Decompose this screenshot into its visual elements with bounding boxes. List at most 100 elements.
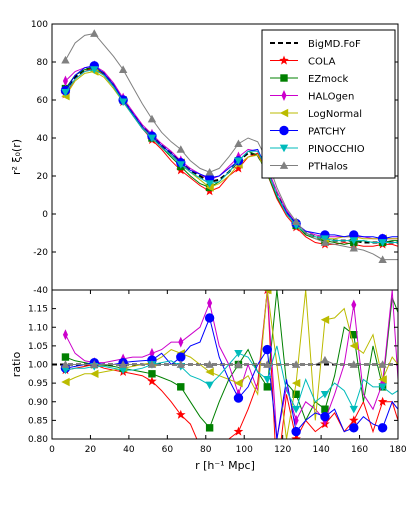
data-point-patchy (377, 423, 388, 433)
data-point-pthalos (263, 360, 272, 368)
legend-marker-pinocchio (279, 144, 289, 153)
legend-box (261, 29, 396, 179)
x-tick-label: 60 (162, 445, 174, 455)
x-tick-label: 100 (236, 445, 253, 455)
y-tick-label: 80 (37, 58, 49, 68)
data-point-patchy (320, 411, 330, 422)
data-point-lognormal (263, 290, 272, 295)
y-tick-label: 0 (42, 210, 48, 220)
data-point-cola (348, 415, 359, 425)
series-line-pthalos (65, 32, 398, 261)
y-axis-label: ratio (10, 352, 23, 378)
data-point-pinocchio (118, 98, 128, 107)
x-tick-label: 0 (49, 445, 55, 455)
data-point-lognormal (320, 315, 330, 324)
series-line-patchy (65, 316, 398, 439)
data-point-pthalos (291, 217, 301, 225)
data-point-patchy (176, 352, 186, 362)
data-point-cola (147, 376, 157, 386)
data-point-pthalos (349, 360, 358, 368)
data-point-pinocchio (378, 383, 387, 392)
data-point-pthalos (320, 238, 330, 246)
data-point-pinocchio (263, 376, 272, 384)
y-tick-label: 20 (37, 172, 49, 182)
y-tick-label: 1.10 (28, 323, 48, 333)
data-point-pthalos (176, 360, 185, 368)
y-tick-label: 40 (37, 134, 49, 144)
legend-label-ezmock: EZmock (308, 74, 349, 85)
legend-marker-pthalos (279, 161, 289, 169)
data-point-ezmock (61, 353, 70, 361)
y-tick-label: 0.90 (28, 398, 48, 408)
data-point-pthalos (147, 360, 157, 368)
x-tick-label: 140 (313, 445, 330, 455)
data-point-pinocchio (234, 349, 243, 358)
data-point-ezmock (321, 405, 329, 413)
data-point-cola (175, 409, 186, 419)
data-point-pthalos (205, 168, 214, 176)
x-tick-label: 120 (274, 445, 291, 455)
bottom-panel: 0.80 0.85 0.90 0.95 1.00 1.05 1.10 1.15 0 20 40 60 8… (10, 289, 407, 472)
data-point-pthalos (378, 360, 387, 368)
data-point-pinocchio (176, 161, 185, 169)
x-tick-label: 40 (123, 445, 135, 455)
data-point-pinocchio (234, 157, 243, 165)
data-point-pinocchio (205, 180, 214, 188)
data-point-pinocchio (61, 366, 70, 375)
data-point-patchy (349, 423, 359, 433)
data-point-halogen (62, 75, 68, 87)
y-tick-label: 0.95 (28, 379, 48, 389)
data-point-pthalos (176, 145, 185, 153)
y-tick-label: 1.15 (28, 305, 48, 315)
data-point-cola (233, 163, 244, 173)
data-point-pthalos (291, 360, 301, 368)
data-point-ezmock (350, 331, 358, 339)
legend-label-patchy: PATCHY (308, 127, 346, 138)
data-point-lognormal (61, 377, 70, 387)
legend-label-lognormal: LogNormal (308, 109, 362, 120)
legend-marker-patchy (279, 125, 289, 136)
data-point-pinocchio (61, 89, 70, 97)
data-point-halogen (62, 329, 68, 341)
x-axis-label: r [h⁻¹ Mpc] (195, 459, 255, 472)
y-axis-label: r² ξ₀(r) (10, 139, 23, 175)
data-point-patchy (233, 393, 244, 403)
data-point-pthalos (349, 244, 358, 252)
data-point-pthalos (320, 355, 330, 364)
legend-label-halogen: HALOgen (308, 92, 354, 103)
data-point-pthalos (118, 360, 128, 368)
legend-marker-cola (279, 55, 289, 65)
series-line-cola (65, 290, 398, 439)
data-point-pthalos (118, 65, 128, 73)
data-point-pthalos (205, 360, 214, 368)
data-point-cola (233, 426, 244, 436)
x-tick-label: 80 (200, 445, 212, 455)
legend-label-pinocchio: PINOCCHIO (308, 144, 365, 155)
data-point-pinocchio (205, 381, 214, 390)
data-point-lognormal (234, 378, 243, 388)
data-point-ezmock (148, 370, 156, 378)
data-point-pinocchio (349, 237, 358, 245)
data-point-cola (377, 396, 388, 406)
data-point-ezmock (205, 424, 214, 432)
data-point-pinocchio (349, 405, 358, 414)
series-line-ezmock (65, 290, 398, 429)
y-tick-label: 0.85 (28, 416, 48, 426)
data-point-lognormal (378, 375, 387, 384)
y-tick-label: 1.00 (28, 361, 48, 371)
y-tick-label: 100 (31, 20, 48, 30)
legend-label-cola: COLA (308, 57, 336, 68)
data-point-lognormal (349, 341, 358, 351)
data-point-ezmock (177, 383, 185, 391)
data-point-pinocchio (90, 66, 99, 74)
plot-area (52, 290, 398, 439)
data-point-halogen (207, 297, 213, 309)
x-tick-label: 20 (85, 445, 97, 455)
series-line-pinocchio (65, 345, 398, 411)
data-point-pthalos (234, 139, 243, 148)
data-point-pthalos (90, 360, 99, 368)
data-point-lognormal (205, 367, 214, 377)
data-point-patchy (262, 344, 272, 355)
data-point-halogen (351, 299, 357, 311)
